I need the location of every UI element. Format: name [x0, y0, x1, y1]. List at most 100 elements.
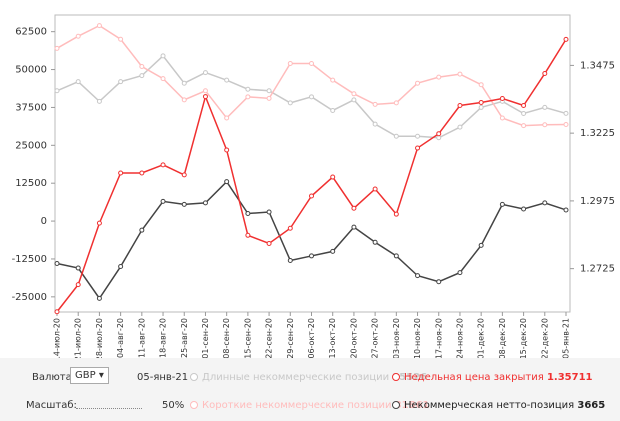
legend-item: Некоммерческая нетто-позиция 3665: [392, 400, 605, 411]
point: [96, 220, 102, 226]
point: [266, 95, 272, 101]
point: [436, 279, 442, 285]
point: [224, 77, 230, 83]
y-tick-label: 37500: [15, 102, 47, 113]
point: [160, 53, 166, 59]
point: [75, 265, 81, 271]
x-tick-label: 29-сен-20: [286, 318, 295, 358]
point: [118, 79, 124, 85]
point: [393, 211, 399, 217]
point: [563, 122, 569, 128]
point: [330, 107, 336, 113]
x-tick-label: 14-июл-20: [53, 318, 62, 358]
point: [457, 103, 463, 109]
point: [287, 257, 293, 263]
legend-item: Длинные некоммерческие позиции 35526: [190, 372, 427, 383]
legend-name: Некоммерческая нетто-позиция: [404, 400, 575, 411]
point: [181, 80, 187, 86]
point: [563, 110, 569, 116]
point: [139, 73, 145, 79]
point: [330, 174, 336, 180]
legend-value: 35526: [392, 372, 428, 383]
y2-tick-label: 1.3475: [580, 60, 615, 71]
legend-name: Короткие некоммерческие позиции: [202, 400, 392, 411]
chart: -25000 -12500 0 12500 25000 37500 50000 62500 1.…: [12, 14, 615, 361]
currency-select[interactable]: GBP ▾: [70, 367, 109, 384]
point: [542, 71, 548, 77]
point: [563, 36, 569, 42]
y-tick-label: -12500: [12, 254, 47, 265]
point: [139, 227, 145, 233]
point: [563, 207, 569, 213]
point: [478, 82, 484, 88]
control-panel: Валюта: GBP ▾ 05-янв-21 Масштаб: 50% Дли…: [0, 358, 620, 421]
point: [499, 95, 505, 101]
point: [330, 77, 336, 83]
point: [372, 186, 378, 192]
y-tick-label: 50000: [15, 65, 47, 76]
x-tick-label: 11-авг-20: [137, 318, 146, 358]
legend-value: 3665: [577, 400, 606, 411]
point: [245, 86, 251, 92]
point: [118, 170, 124, 176]
point: [139, 64, 145, 70]
x-tick-label: 21-июл-20: [74, 318, 83, 358]
point: [436, 135, 442, 141]
point: [224, 179, 230, 185]
point: [181, 97, 187, 103]
point: [521, 110, 527, 116]
point: [436, 74, 442, 80]
x-tick-label: 22-сен-20: [265, 318, 274, 358]
series-line: [56, 180, 567, 300]
point: [245, 211, 251, 217]
point: [309, 94, 314, 100]
point: [499, 201, 505, 207]
x-tick-label: 27-окт-20: [371, 318, 380, 358]
x-tick-label: 20-окт-20: [349, 318, 358, 358]
y-tick-label: -25000: [12, 292, 47, 303]
point: [181, 172, 187, 178]
point: [96, 98, 102, 104]
legend-item: Короткие некоммерческие позиции 31861: [190, 400, 430, 411]
x-tick-label: 13-окт-20: [328, 318, 337, 358]
point: [351, 97, 357, 103]
y-tick-label: 12500: [15, 178, 47, 189]
point: [96, 23, 102, 29]
point: [372, 101, 378, 107]
point: [478, 104, 484, 110]
point: [415, 145, 421, 151]
point: [202, 88, 208, 94]
point: [202, 70, 208, 76]
point: [330, 248, 336, 254]
point: [75, 282, 81, 288]
point: [75, 33, 81, 39]
point: [521, 103, 527, 109]
point: [309, 193, 314, 199]
point: [160, 198, 166, 204]
point: [542, 104, 548, 110]
point: [202, 200, 208, 206]
x-tick-label: 01-дек-20: [477, 318, 486, 358]
point: [351, 224, 357, 230]
point: [160, 162, 166, 168]
point: [521, 123, 527, 129]
point: [266, 209, 272, 215]
point: [96, 295, 102, 301]
scale-label: Масштаб:: [26, 400, 77, 411]
series-line: [56, 38, 567, 313]
x-tick-label: 06-окт-20: [307, 318, 316, 358]
point: [499, 115, 505, 121]
point: [54, 261, 60, 267]
point: [372, 121, 378, 127]
legend-name: Длинные некоммерческие позиции: [202, 372, 390, 383]
point: [118, 36, 124, 42]
x-tick-label: 10-ноя-20: [413, 318, 422, 358]
scale-slider[interactable]: [76, 396, 142, 409]
x-tick-label: 08-дек-20: [498, 318, 507, 358]
point: [224, 147, 230, 153]
legend-marker: [392, 401, 400, 409]
point: [54, 88, 60, 94]
y2-tick-label: 1.2725: [580, 264, 615, 275]
point: [372, 239, 378, 245]
